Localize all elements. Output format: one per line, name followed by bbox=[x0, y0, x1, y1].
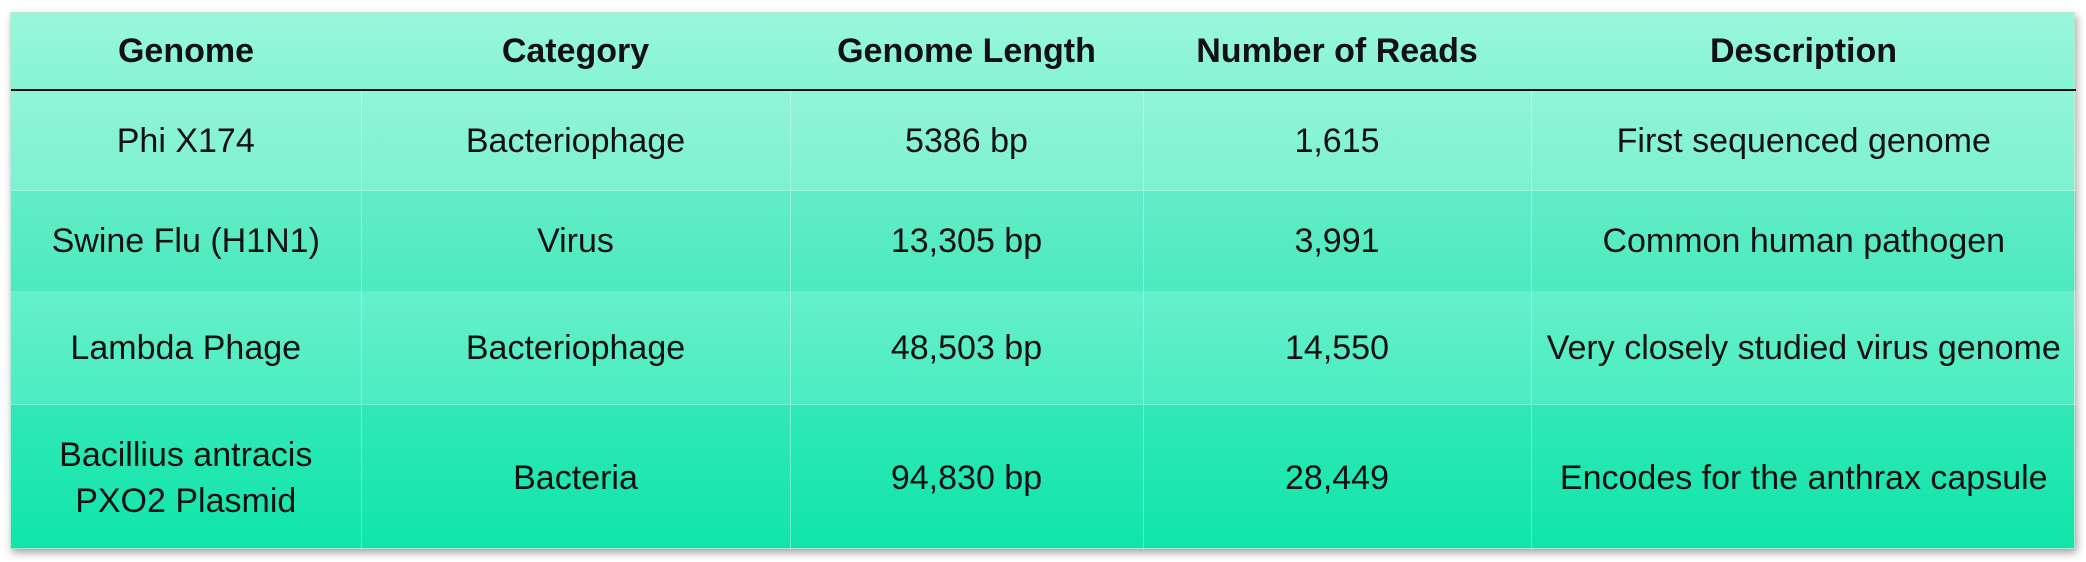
table-row: Lambda Phage Bacteriophage 48,503 bp 14,… bbox=[11, 291, 2076, 405]
cell-number-of-reads: 3,991 bbox=[1142, 190, 1531, 291]
table-header: Genome Category Genome Length Number of … bbox=[11, 13, 2076, 91]
cell-genome-length: 5386 bp bbox=[789, 90, 1143, 191]
cell-number-of-reads: 28,449 bbox=[1142, 404, 1531, 550]
cell-genome: Swine Flu (H1N1) bbox=[11, 190, 361, 291]
cell-genome: Lambda Phage bbox=[11, 291, 361, 405]
cell-category: Bacteria bbox=[360, 404, 790, 550]
cell-description: Common human pathogen bbox=[1530, 190, 2076, 291]
cell-genome: Bacillius antracis PXO2 Plasmid bbox=[11, 404, 361, 550]
cell-number-of-reads: 1,615 bbox=[1142, 90, 1531, 191]
cell-description: First sequenced genome bbox=[1530, 90, 2076, 191]
genome-table-frame: Genome Category Genome Length Number of … bbox=[10, 12, 2076, 550]
header-category: Category bbox=[361, 13, 790, 91]
cell-description: Very closely studied virus genome bbox=[1530, 291, 2076, 405]
table-row: Bacillius antracis PXO2 Plasmid Bacteria… bbox=[11, 404, 2076, 550]
header-number-of-reads: Number of Reads bbox=[1143, 13, 1531, 91]
cell-genome-length: 13,305 bp bbox=[789, 190, 1143, 291]
table-row: Phi X174 Bacteriophage 5386 bp 1,615 Fir… bbox=[11, 90, 2076, 191]
header-description: Description bbox=[1531, 13, 2076, 91]
cell-genome-length: 48,503 bp bbox=[789, 291, 1143, 405]
cell-genome: Phi X174 bbox=[11, 90, 361, 191]
header-row: Genome Category Genome Length Number of … bbox=[11, 13, 2076, 91]
header-genome: Genome bbox=[11, 13, 361, 91]
cell-category: Bacteriophage bbox=[360, 291, 790, 405]
cell-genome-length: 94,830 bp bbox=[789, 404, 1143, 550]
header-genome-length: Genome Length bbox=[790, 13, 1143, 91]
genome-table: Genome Category Genome Length Number of … bbox=[11, 13, 2076, 550]
cell-category: Bacteriophage bbox=[360, 90, 790, 191]
table-body: Phi X174 Bacteriophage 5386 bp 1,615 Fir… bbox=[11, 90, 2076, 550]
table-row: Swine Flu (H1N1) Virus 13,305 bp 3,991 C… bbox=[11, 190, 2076, 291]
cell-category: Virus bbox=[360, 190, 790, 291]
cell-number-of-reads: 14,550 bbox=[1142, 291, 1531, 405]
cell-description: Encodes for the anthrax capsule bbox=[1530, 404, 2076, 550]
